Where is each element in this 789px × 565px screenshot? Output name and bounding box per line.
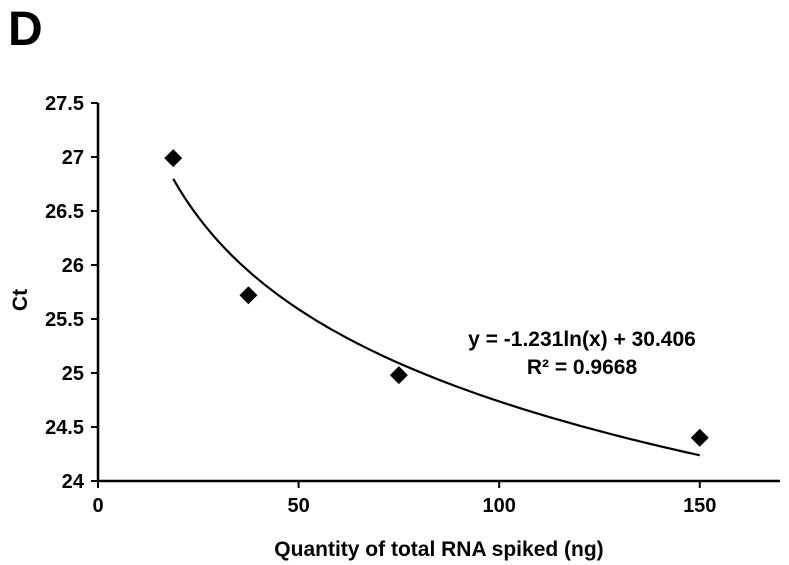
- y-tick-label: 25: [62, 363, 84, 385]
- data-point: [691, 429, 709, 447]
- x-tick-label: 150: [683, 495, 716, 517]
- y-tick-label: 24: [62, 471, 85, 493]
- y-axis-title: Ct: [9, 289, 32, 311]
- x-tick-label: 100: [482, 495, 515, 517]
- y-tick-label: 25.5: [45, 309, 84, 331]
- y-tick-label: 24.5: [45, 417, 84, 439]
- y-tick-label: 26: [62, 255, 84, 277]
- trendline-r-squared: R² = 0.9668: [527, 356, 638, 379]
- data-point: [390, 366, 408, 384]
- y-tick-label: 26.5: [45, 201, 84, 223]
- data-point: [164, 149, 182, 167]
- trendline-equation: y = -1.231ln(x) + 30.406: [468, 328, 696, 351]
- y-tick-label: 27.5: [45, 93, 84, 115]
- x-axis-title: Quantity of total RNA spiked (ng): [274, 538, 603, 561]
- axes: 24 24.5 25 25.5 26 26.5 27 27.5 0 50 100 150: [45, 93, 780, 517]
- data-point: [239, 286, 257, 304]
- x-tick-label: 0: [92, 495, 103, 517]
- trendline-group: [173, 179, 700, 455]
- data-points: [164, 149, 709, 447]
- trendline: [173, 179, 700, 455]
- x-tick-label: 50: [287, 495, 309, 517]
- y-tick-label: 27: [62, 147, 84, 169]
